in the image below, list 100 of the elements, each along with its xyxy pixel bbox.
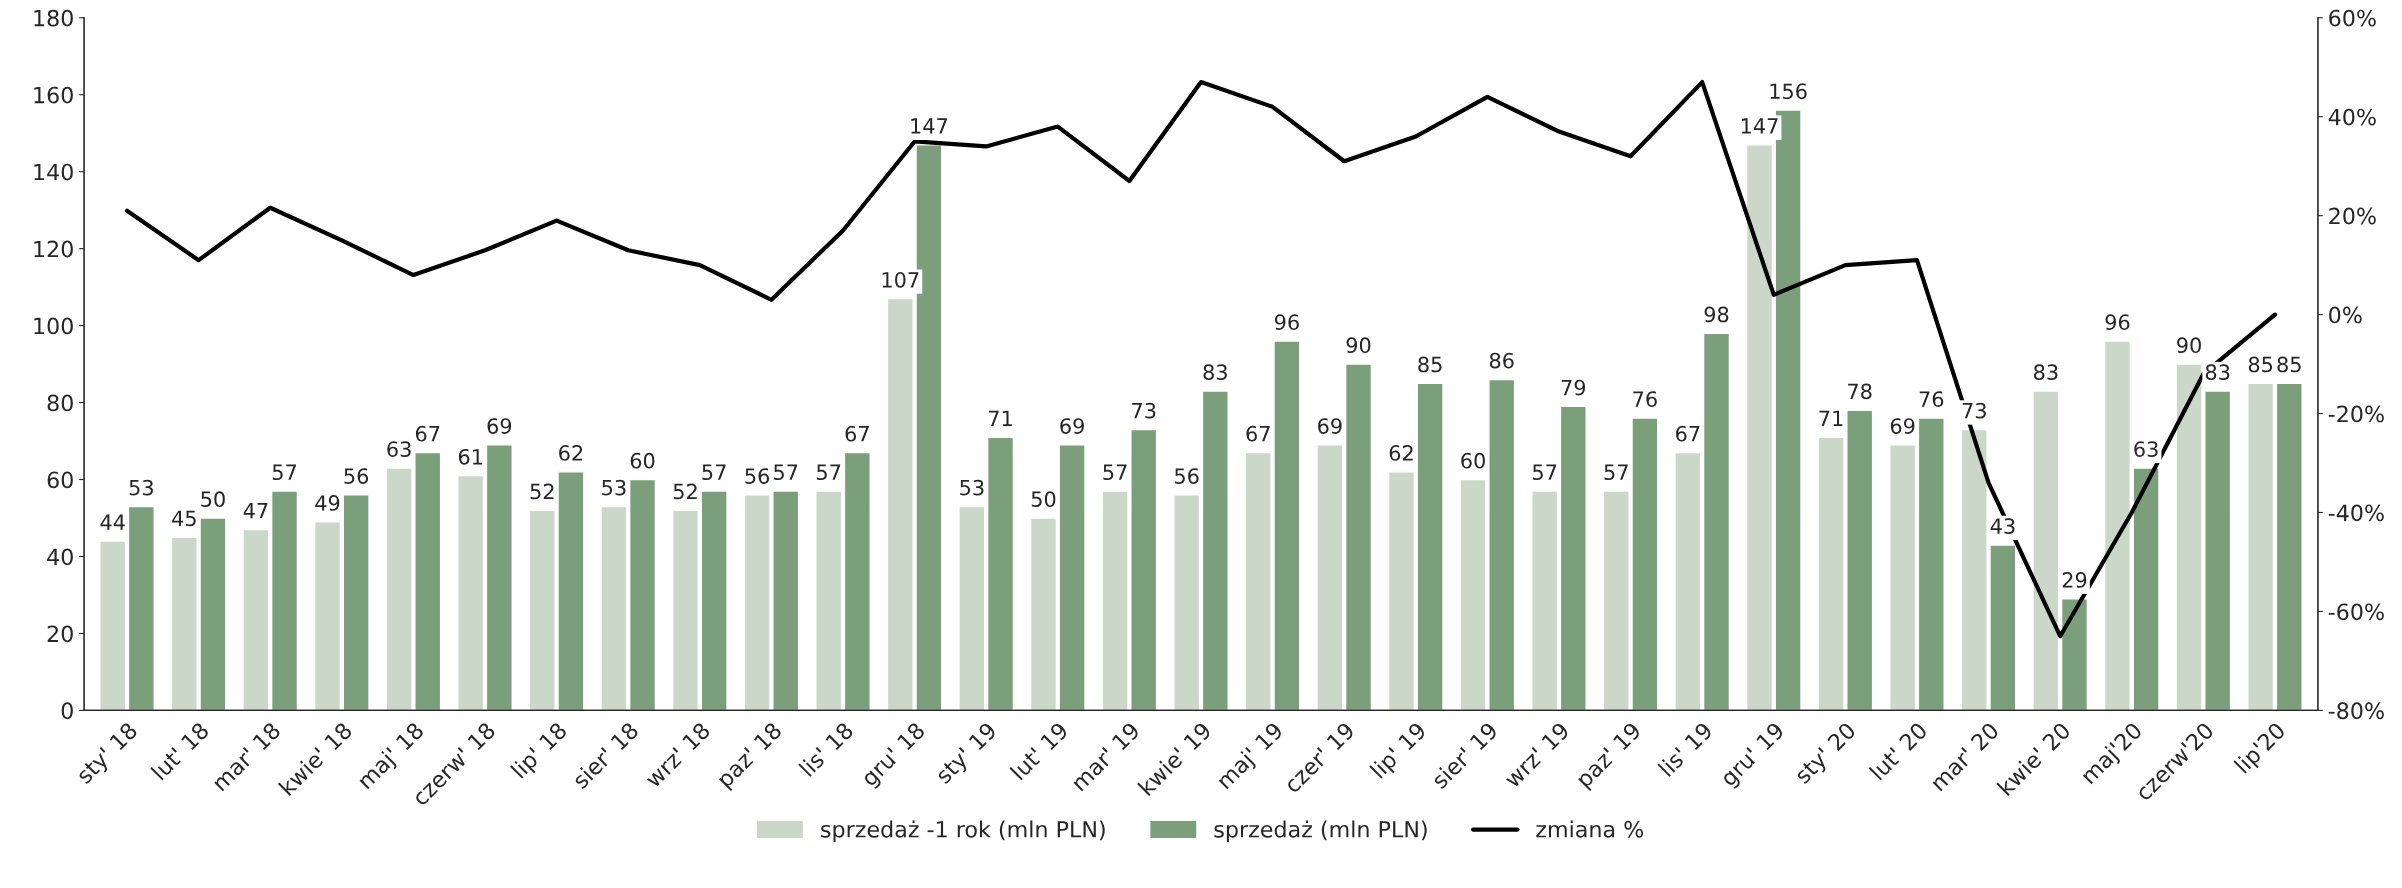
data-label: 29 <box>2062 572 2087 588</box>
data-label: 63 <box>2134 441 2158 457</box>
data-label: 67 <box>845 425 869 442</box>
bar <box>986 436 1015 711</box>
data-label: 57 <box>1533 464 1557 481</box>
bar <box>2060 598 2089 711</box>
data-label: 96 <box>2105 314 2130 331</box>
bar <box>1173 494 1201 711</box>
y2-tick-label: 60% <box>2329 9 2376 27</box>
y2-tick-label: -80% <box>2328 702 2384 720</box>
x-tick-label: sty' 18 <box>75 721 142 788</box>
bar <box>1029 517 1058 711</box>
bar <box>628 478 657 711</box>
data-label: 83 <box>1203 364 1227 381</box>
data-label: 69 <box>1060 418 1084 434</box>
bar <box>1058 444 1086 711</box>
x-tick-label: lis' 19 <box>1657 721 1714 778</box>
data-label: 73 <box>1962 402 1986 419</box>
line-series <box>124 79 2278 639</box>
data-label: 147 <box>1741 118 1778 134</box>
x-tick-label: lut' 18 <box>150 721 210 781</box>
x-tick-label: sty' 19 <box>934 721 1001 788</box>
bar <box>1702 332 1731 711</box>
data-label: 85 <box>1418 356 1442 373</box>
data-label: 57 <box>817 464 841 481</box>
bar <box>2275 382 2303 711</box>
data-label: 71 <box>988 410 1012 426</box>
data-label: 83 <box>2034 364 2058 381</box>
bar <box>1316 444 1344 711</box>
y-tick-label: 120 <box>34 240 73 258</box>
data-label: 57 <box>774 464 798 481</box>
data-label: 76 <box>1633 391 1657 407</box>
bar <box>99 540 127 711</box>
data-label: 53 <box>960 479 984 496</box>
legend-label: sprzedaż -1 rok (mln PLN) <box>821 820 1105 842</box>
y2-tick-label: 20% <box>2329 207 2376 225</box>
data-label: 62 <box>559 445 583 461</box>
bar <box>600 505 628 711</box>
y2-tick-label: 40% <box>2328 108 2376 126</box>
bar <box>1387 471 1416 711</box>
data-label: 156 <box>1770 83 1807 100</box>
data-label: 90 <box>1346 337 1371 354</box>
data-label: 49 <box>315 495 340 511</box>
data-label: 90 <box>2177 337 2201 354</box>
data-label: 76 <box>1919 391 1944 407</box>
data-label: 52 <box>530 483 554 500</box>
data-label: 50 <box>1031 491 1056 508</box>
data-label: 69 <box>487 418 512 434</box>
data-label: 107 <box>882 271 919 288</box>
bar <box>1674 451 1702 711</box>
data-label: 57 <box>1604 464 1628 481</box>
bar <box>1745 144 1774 711</box>
y-tick-label: 60 <box>47 471 73 489</box>
data-label: 83 <box>2205 364 2230 381</box>
bar <box>2132 467 2160 711</box>
data-label: 98 <box>1704 306 1729 323</box>
data-label: 86 <box>1489 352 1514 369</box>
data-label: 43 <box>1990 518 2015 534</box>
y-tick-label: 160 <box>34 86 73 104</box>
bar <box>1559 405 1587 711</box>
data-label: 147 <box>911 118 948 134</box>
data-label: 62 <box>1389 445 1413 461</box>
bar <box>2247 382 2275 711</box>
bar <box>457 474 485 711</box>
data-label: 44 <box>100 514 125 530</box>
data-label: 69 <box>1890 418 1915 434</box>
y-tick-label: 40 <box>47 548 73 566</box>
data-label: 67 <box>1676 425 1700 442</box>
y2-tick-label: 0% <box>2329 306 2362 324</box>
data-label: 57 <box>272 464 297 481</box>
data-label: 57 <box>1103 464 1127 481</box>
data-label: 69 <box>1318 418 1342 434</box>
data-label: 78 <box>1848 383 1872 400</box>
data-label: 79 <box>1561 379 1586 396</box>
bar <box>313 521 342 711</box>
data-label: 61 <box>458 448 483 465</box>
bar <box>815 490 843 711</box>
bar <box>700 490 728 711</box>
data-label: 67 <box>415 425 440 442</box>
data-label: 52 <box>673 483 697 500</box>
x-tick-label: sty' 20 <box>1793 721 1860 788</box>
y-tick-label: 80 <box>47 394 73 412</box>
bar <box>270 490 299 711</box>
y2-tick-label: -20% <box>2328 405 2384 423</box>
data-label: 53 <box>129 479 153 496</box>
y-tick-label: 0 <box>61 702 73 720</box>
y2-tick-label: -40% <box>2328 504 2384 522</box>
y-tick-label: 180 <box>34 9 73 27</box>
data-label: 56 <box>344 468 369 484</box>
data-label: 47 <box>243 503 268 519</box>
data-label: 73 <box>1132 402 1156 419</box>
y-tick-label: 20 <box>47 625 73 643</box>
data-label: 67 <box>1246 425 1270 442</box>
data-label: 60 <box>1461 452 1485 469</box>
data-label: 96 <box>1274 314 1299 331</box>
data-label: 60 <box>630 452 655 469</box>
bar <box>1917 417 1945 711</box>
bar <box>843 451 871 711</box>
bar <box>671 509 700 711</box>
x-tick-label: lis' 18 <box>798 721 855 778</box>
